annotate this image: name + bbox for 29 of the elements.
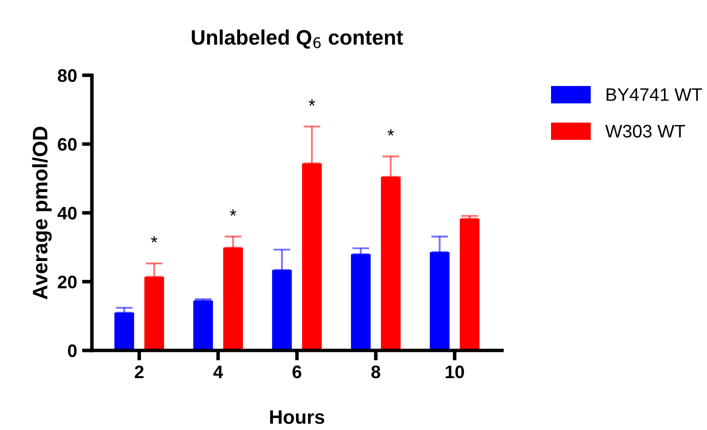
bar (302, 163, 322, 350)
legend-label: BY4741 WT (606, 88, 702, 101)
annotation: * (388, 129, 394, 136)
y-tick-label: 80 (58, 69, 77, 82)
y-tick-label: 0 (68, 344, 77, 358)
bar (144, 276, 164, 350)
bar (380, 176, 401, 350)
legend-label: W303 WT (605, 124, 686, 138)
bar (223, 248, 243, 350)
bar (193, 300, 213, 350)
bar (460, 218, 480, 350)
annotation: * (150, 236, 158, 243)
y-tick-label: 20 (58, 276, 77, 288)
x-tick-label: 10 (446, 366, 464, 378)
x-tick-label: 8 (371, 366, 380, 378)
y-tick-label: 40 (58, 206, 77, 220)
bar (350, 254, 371, 350)
x-tick-label: 2 (134, 366, 144, 378)
annotation: * (308, 99, 316, 106)
y-tick-label: 60 (58, 138, 77, 151)
x-axis-title: Hours (270, 410, 324, 424)
bar (114, 312, 134, 350)
y-axis-title: Average pmol/OD (32, 126, 52, 300)
bar (430, 252, 450, 350)
chart-title: Unlabeled Q$_{6}$ content (192, 29, 403, 49)
x-tick-label: 4 (213, 366, 224, 378)
bar (272, 270, 292, 350)
annotation: * (230, 209, 236, 216)
x-tick-label: 6 (292, 366, 302, 378)
